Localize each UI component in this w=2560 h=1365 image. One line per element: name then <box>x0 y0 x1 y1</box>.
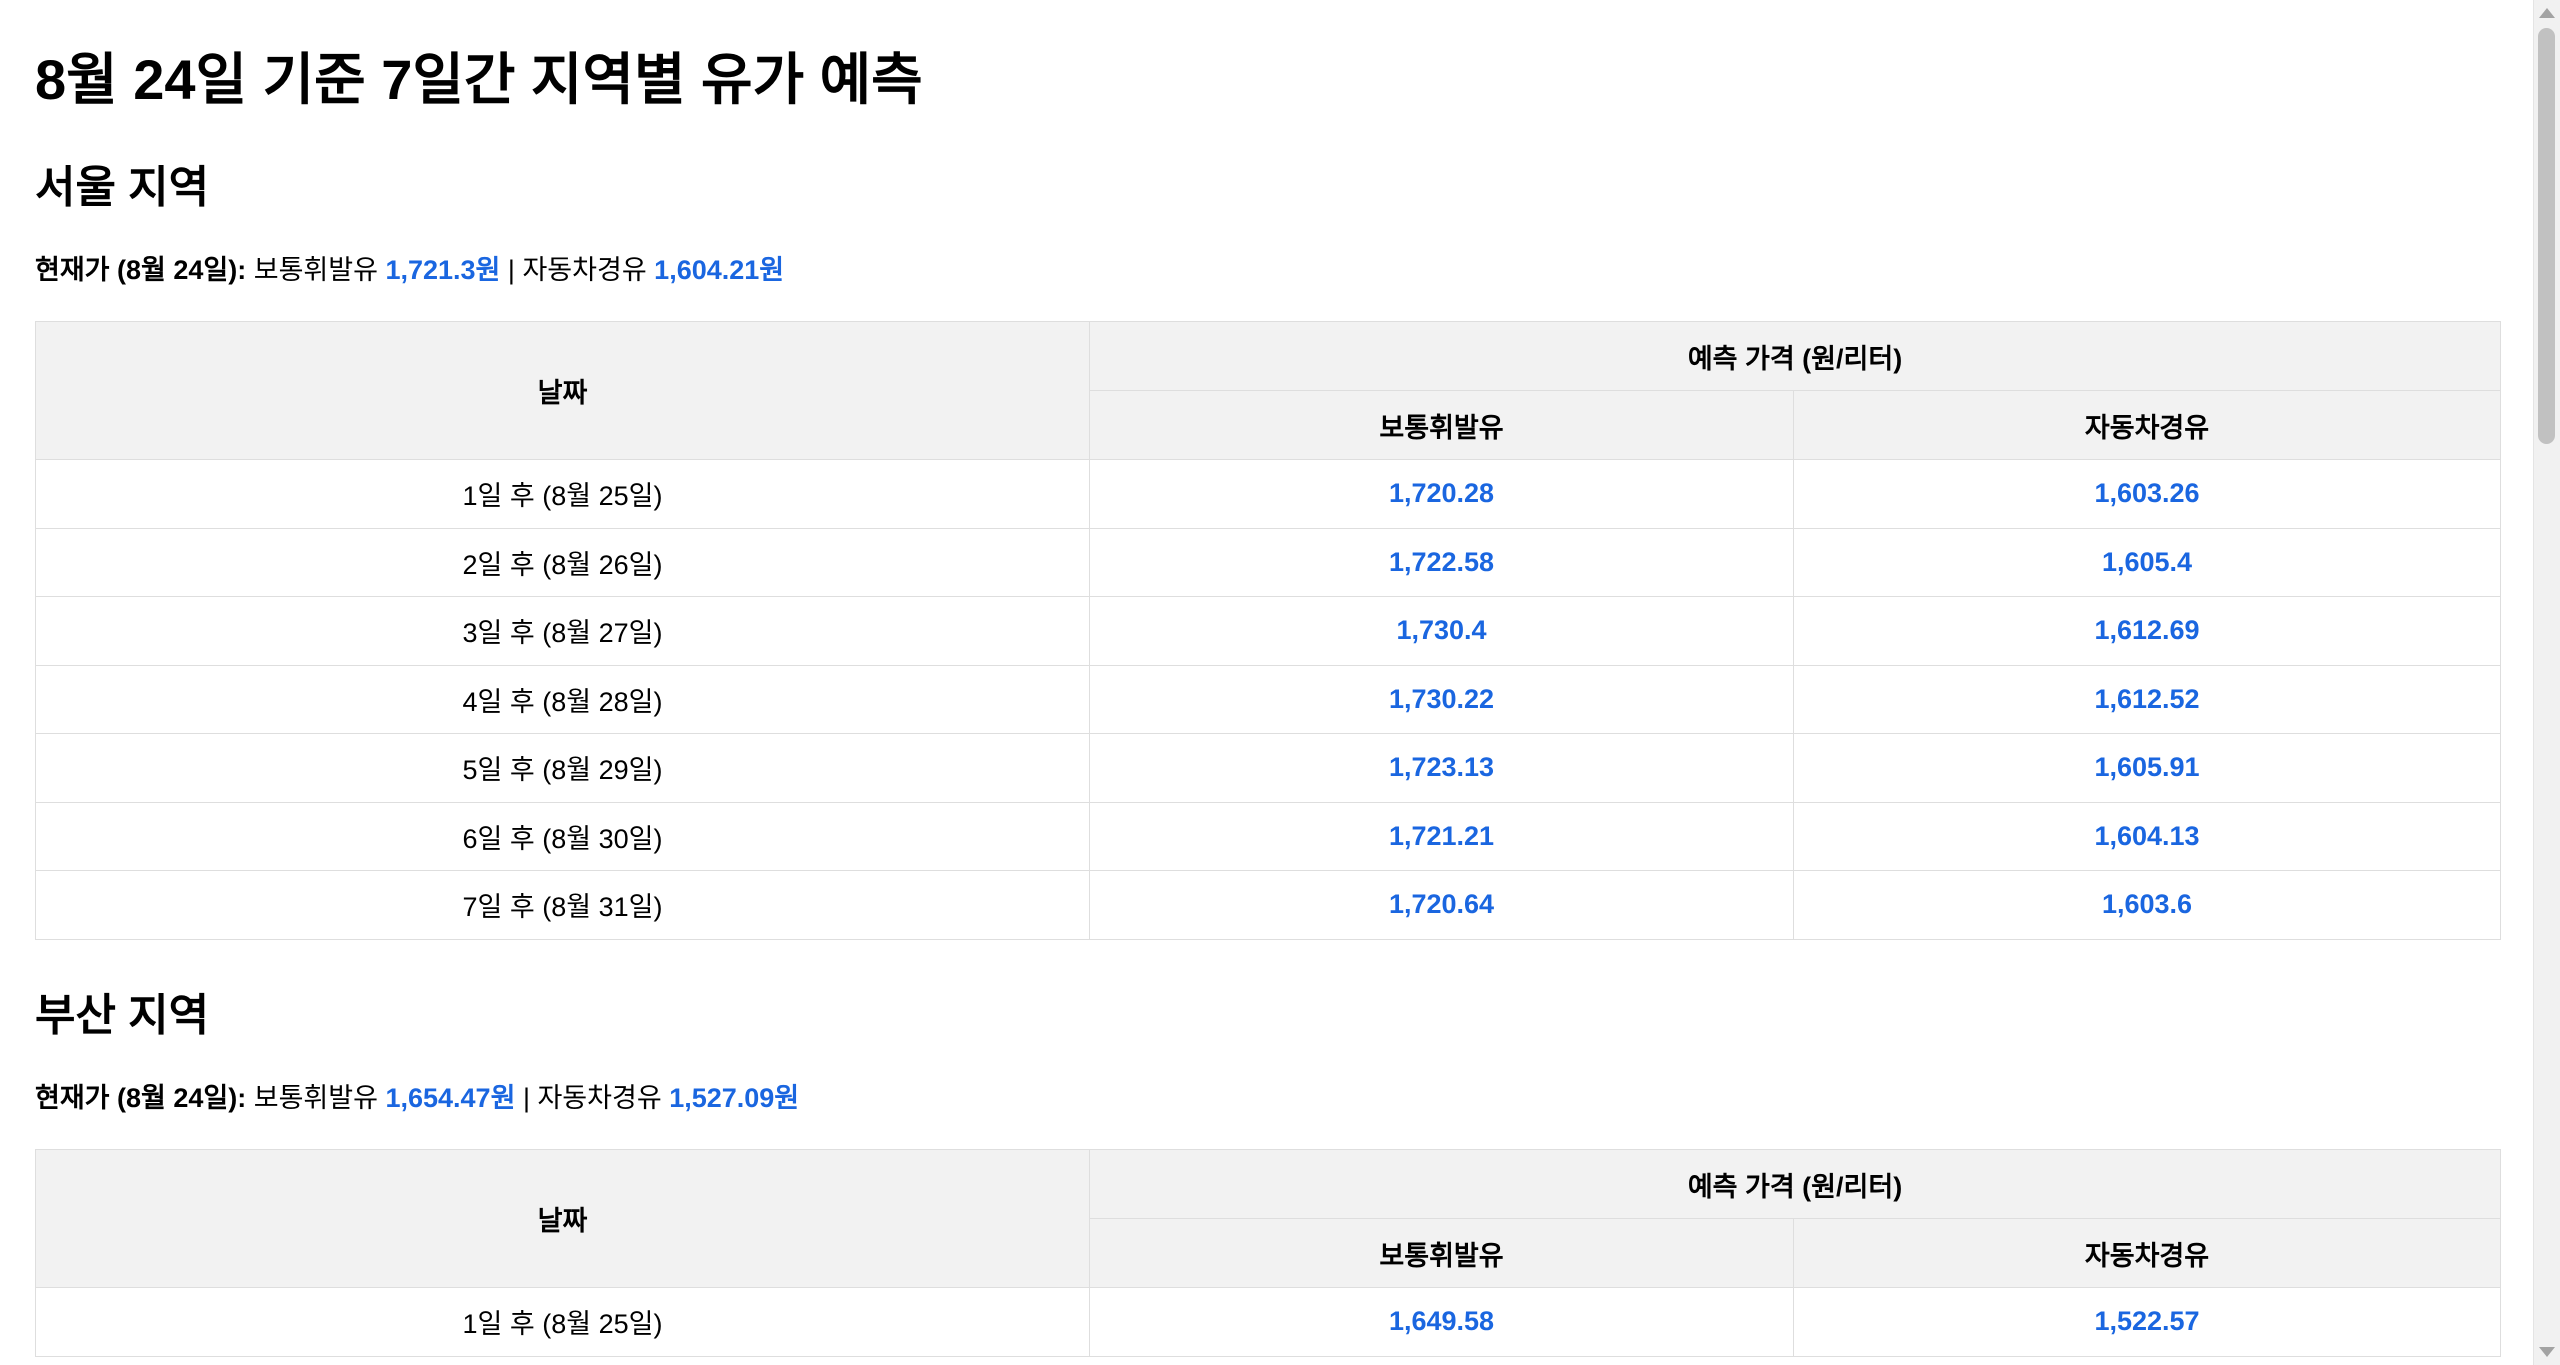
gasoline-price-cell: 1,649.58 <box>1089 1287 1794 1357</box>
diesel-price-cell: 1,605.91 <box>1793 733 2501 803</box>
forecast-table: 날짜 예측 가격 (원/리터) 보통휘발유 자동차경유 1일 후 (8월 25일… <box>35 1149 2501 1357</box>
forecast-group-header: 예측 가격 (원/리터) <box>1089 321 2501 391</box>
diesel-price-cell: 1,522.57 <box>1793 1287 2501 1357</box>
gasoline-price-cell: 1,730.22 <box>1089 664 1794 734</box>
gasoline-price-cell: 1,721.21 <box>1089 801 1794 871</box>
diesel-price-cell: 1,612.52 <box>1793 664 2501 734</box>
gasoline-column-header: 보통휘발유 <box>1089 1218 1794 1288</box>
table-row: 3일 후 (8월 27일) 1,730.4 1,612.69 <box>35 596 2501 666</box>
gasoline-price-cell: 1,722.58 <box>1089 527 1794 597</box>
gasoline-price-cell: 1,720.28 <box>1089 459 1794 529</box>
date-cell: 4일 후 (8월 28일) <box>35 664 1090 734</box>
scroll-up-button[interactable] <box>2534 0 2560 26</box>
page-title: 8월 24일 기준 7일간 지역별 유가 예측 <box>35 48 923 111</box>
date-cell: 5일 후 (8월 29일) <box>35 733 1090 803</box>
diesel-price-cell: 1,603.26 <box>1793 459 2501 529</box>
date-column-header: 날짜 <box>35 1149 1090 1288</box>
diesel-current-value: 1,527.09원 <box>669 1083 800 1113</box>
vertical-scrollbar[interactable] <box>2533 0 2560 1365</box>
table-row: 4일 후 (8월 28일) 1,730.22 1,612.52 <box>35 664 2501 734</box>
diesel-column-header: 자동차경유 <box>1793 390 2501 460</box>
gasoline-price-cell: 1,730.4 <box>1089 596 1794 666</box>
diesel-price-cell: 1,612.69 <box>1793 596 2501 666</box>
diesel-label: 자동차경유 <box>522 255 647 285</box>
gasoline-current-value: 1,721.3원 <box>385 255 501 285</box>
scroll-down-button[interactable] <box>2534 1339 2560 1365</box>
table-row: 2일 후 (8월 26일) 1,722.58 1,605.4 <box>35 527 2501 597</box>
current-price-line: 현재가 (8월 24일): 보통휘발유 1,654.47원 | 자동차경유 1,… <box>35 1080 2500 1116</box>
date-cell: 2일 후 (8월 26일) <box>35 527 1090 597</box>
table-row: 6일 후 (8월 30일) 1,721.21 1,604.13 <box>35 801 2501 871</box>
scrollbar-thumb[interactable] <box>2538 28 2555 444</box>
gasoline-label: 보통휘발유 <box>253 255 378 285</box>
date-cell: 7일 후 (8월 31일) <box>35 870 1090 940</box>
table-row: 1일 후 (8월 25일) 1,649.58 1,522.57 <box>35 1287 2501 1357</box>
diesel-price-cell: 1,605.4 <box>1793 527 2501 597</box>
current-price-label: 현재가 (8월 24일): <box>35 255 247 285</box>
current-price-line: 현재가 (8월 24일): 보통휘발유 1,721.3원 | 자동차경유 1,6… <box>35 252 2500 288</box>
table-row: 1일 후 (8월 25일) 1,720.28 1,603.26 <box>35 459 2501 529</box>
gasoline-price-cell: 1,720.64 <box>1089 870 1794 940</box>
diesel-current-value: 1,604.21원 <box>654 255 785 285</box>
region-busan: 부산 지역 현재가 (8월 24일): 보통휘발유 1,654.47원 | 자동… <box>35 988 2501 1357</box>
gasoline-price-cell: 1,723.13 <box>1089 733 1794 803</box>
diesel-price-cell: 1,604.13 <box>1793 801 2501 871</box>
date-cell: 3일 후 (8월 27일) <box>35 596 1090 666</box>
forecast-table: 날짜 예측 가격 (원/리터) 보통휘발유 자동차경유 1일 후 (8월 25일… <box>35 321 2501 940</box>
table-row: 7일 후 (8월 31일) 1,720.64 1,603.6 <box>35 870 2501 940</box>
arrow-up-icon <box>2539 8 2555 18</box>
gasoline-label: 보통휘발유 <box>253 1083 378 1113</box>
region-title: 부산 지역 <box>35 991 210 1040</box>
diesel-price-cell: 1,603.6 <box>1793 870 2501 940</box>
diesel-label: 자동차경유 <box>537 1083 662 1113</box>
arrow-down-icon <box>2539 1347 2555 1357</box>
date-cell: 1일 후 (8월 25일) <box>35 1287 1090 1357</box>
table-row: 5일 후 (8월 29일) 1,723.13 1,605.91 <box>35 733 2501 803</box>
forecast-group-header: 예측 가격 (원/리터) <box>1089 1149 2501 1219</box>
gasoline-current-value: 1,654.47원 <box>385 1083 516 1113</box>
date-cell: 6일 후 (8월 30일) <box>35 801 1090 871</box>
gasoline-column-header: 보통휘발유 <box>1089 390 1794 460</box>
separator: | <box>522 1083 530 1113</box>
date-cell: 1일 후 (8월 25일) <box>35 459 1090 529</box>
current-price-label: 현재가 (8월 24일): <box>35 1083 247 1113</box>
diesel-column-header: 자동차경유 <box>1793 1218 2501 1288</box>
date-column-header: 날짜 <box>35 321 1090 460</box>
region-title: 서울 지역 <box>35 163 210 212</box>
separator: | <box>507 255 515 285</box>
region-seoul: 서울 지역 현재가 (8월 24일): 보통휘발유 1,721.3원 | 자동차… <box>35 160 2501 940</box>
